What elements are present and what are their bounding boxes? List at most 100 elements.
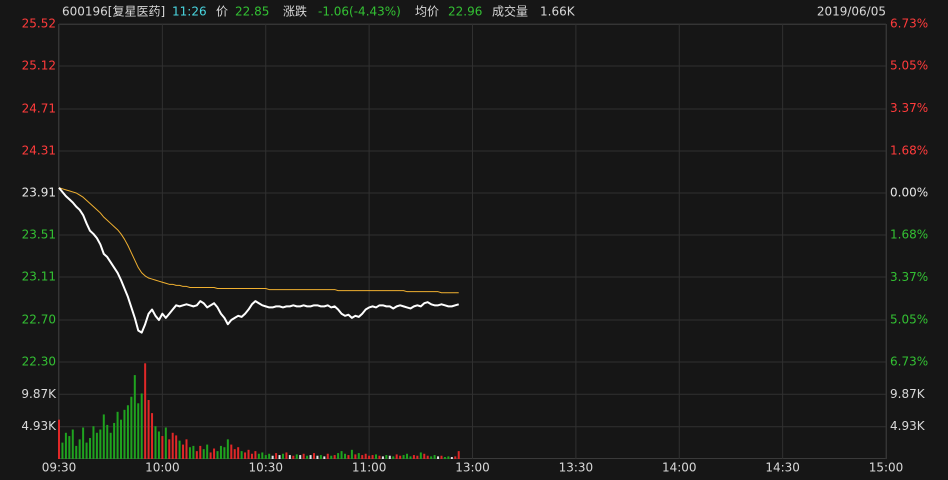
volume-bar [106, 424, 109, 459]
volume-bar [261, 452, 264, 459]
volume-bar [388, 455, 391, 459]
volume-bar [392, 456, 395, 459]
time: 11:26 [172, 5, 207, 19]
volume-bar [68, 436, 71, 459]
volume-bar [306, 455, 309, 459]
price: 22.85 [235, 5, 269, 19]
volume-bar [137, 403, 140, 459]
volume-bar [354, 454, 357, 459]
volume-bar [257, 453, 260, 459]
y-tick-label: 25.52 [22, 17, 56, 31]
volume-bar [426, 455, 429, 459]
volume-bar [419, 452, 422, 459]
volume-bar [309, 455, 312, 459]
volume-bar [333, 455, 336, 459]
volume-bar [82, 427, 85, 459]
volume-bar [92, 426, 95, 459]
volume-bar [357, 453, 360, 459]
x-tick-label: 13:00 [455, 461, 490, 475]
volume-bar [409, 456, 412, 459]
y-tick-label: 22.70 [22, 313, 56, 327]
volume-bar [89, 438, 92, 459]
volume-bar [130, 396, 133, 459]
volume-bar [271, 455, 274, 459]
volume-bar [416, 455, 419, 459]
volume-bar [140, 393, 143, 459]
change-label: 涨跌 [283, 4, 307, 19]
volume-bar [447, 456, 450, 459]
volume-bar [168, 439, 171, 459]
x-tick-label: 10:00 [145, 461, 180, 475]
volume-bar [254, 451, 257, 459]
volume-bar [364, 453, 367, 459]
y-tick-label: 22.30 [22, 355, 56, 369]
volume-bar [275, 453, 278, 459]
volume-bar [95, 432, 98, 459]
volume-bar [185, 439, 188, 459]
y-tick-label: 23.11 [22, 269, 56, 283]
volume-bar [440, 455, 443, 459]
volume-bar [157, 431, 160, 459]
volume-bar [58, 419, 60, 459]
volume-bar [147, 400, 150, 459]
volume-bar [450, 457, 453, 459]
volume-bar [123, 409, 126, 459]
y2-tick-label: 3.37% [890, 101, 928, 115]
volume-bar [223, 447, 226, 459]
volume-bar [344, 453, 347, 459]
volume-bar [75, 445, 78, 459]
x-tick-label: 15:00 [869, 461, 904, 475]
avg: 22.96 [448, 5, 482, 19]
volume-bar [412, 455, 415, 459]
volume-bar [312, 453, 315, 459]
volume-bar [85, 442, 88, 459]
volume: 1.66K [540, 5, 576, 19]
volume-bar [102, 414, 105, 459]
volume-bar [457, 451, 460, 459]
volume-bar [443, 457, 446, 459]
volume-bar [350, 449, 353, 459]
volume-bar [247, 449, 250, 459]
volume-bar [385, 455, 388, 459]
y-tick-label: 24.31 [22, 144, 56, 158]
volume-tick-label: 4.93K [890, 419, 926, 433]
y-tick-label: 23.51 [22, 227, 56, 241]
volume-bar [326, 453, 329, 459]
volume-bar [171, 432, 174, 459]
volume-bar [381, 456, 384, 459]
volume-bar [378, 455, 381, 459]
volume-bar [423, 453, 426, 459]
y-tick-label: 24.71 [22, 102, 56, 116]
volume-bar [278, 455, 281, 459]
volume-bar [64, 432, 67, 459]
volume-bar [347, 455, 350, 459]
volume-bar [206, 444, 209, 459]
volume-bar [126, 405, 129, 459]
volume-bar [299, 455, 302, 459]
symbol: 600196[复星医药] [62, 5, 165, 19]
x-tick-label: 09:30 [42, 461, 77, 475]
volume-bar [230, 444, 233, 459]
y2-tick-label: 3.37% [890, 270, 928, 284]
volume-bar [250, 453, 253, 459]
volume-bar [202, 449, 205, 459]
volume-bar [281, 453, 284, 459]
y2-tick-label: 1.68% [890, 228, 928, 242]
volume-bar [316, 455, 319, 459]
volume-bar [226, 439, 229, 459]
volume-bar [233, 449, 236, 459]
volume-bar [151, 413, 154, 459]
volume-bar [437, 456, 440, 459]
volume-bar [406, 453, 409, 459]
volume-tick-label: 9.87K [21, 387, 57, 401]
volume-bar [399, 455, 402, 459]
y2-tick-label: 6.73% [890, 17, 928, 31]
volume-bar [113, 422, 116, 459]
volume-bar [144, 363, 147, 459]
volume-bar [154, 426, 157, 459]
x-tick-label: 14:30 [765, 461, 800, 475]
volume-bar [371, 455, 374, 459]
